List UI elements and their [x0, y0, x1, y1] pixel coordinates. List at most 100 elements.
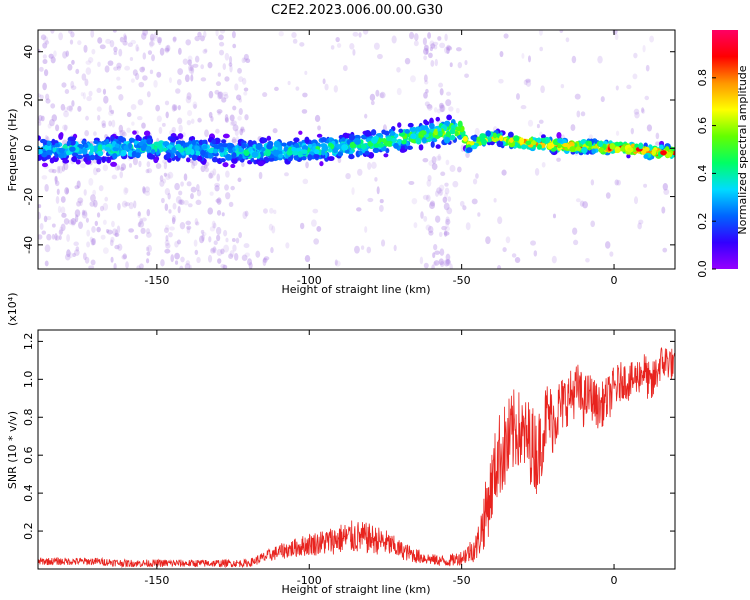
spectrogram-noise-dot	[121, 254, 127, 260]
spectrogram-noise-dot	[145, 168, 150, 174]
spectrogram-noise-dot	[197, 31, 202, 38]
spectrogram-ridge-cell	[382, 137, 387, 144]
spectrogram-noise-dot	[446, 47, 450, 54]
spectrogram-noise-dot	[423, 44, 429, 51]
spectrogram-ridge-cell	[644, 147, 650, 152]
spectrogram-noise-dot	[179, 265, 184, 269]
spectrogram-ridge-cell	[307, 154, 313, 161]
snr-y-tick-label: 0.2	[22, 522, 35, 540]
spectrogram-noise-dot	[145, 246, 150, 252]
spectrogram-ridge-cell	[320, 154, 326, 159]
spectrogram-noise-dot	[291, 31, 297, 39]
spectrogram-noise-dot	[471, 198, 478, 205]
spectrogram-ridge-cell	[383, 130, 390, 136]
spectrogram-ridge-cell	[213, 144, 220, 150]
spectrogram-noise-dot	[354, 245, 360, 254]
spectrogram-ridge-cell	[38, 154, 43, 161]
spectrogram-noise-dot	[445, 220, 450, 228]
spectrogram-noise-dot	[217, 72, 221, 77]
spectrogram-ridge-cell	[418, 144, 424, 151]
spectrogram-noise-dot	[263, 256, 270, 261]
spectrogram-noise-dot	[123, 35, 127, 43]
spectrogram-noise-dot	[81, 209, 86, 216]
spectrogram-noise-dot	[113, 51, 118, 56]
spectrogram-noise-dot	[119, 129, 126, 137]
spectrogram-noise-dot	[404, 57, 411, 65]
spectrogram-noise-dot	[111, 119, 116, 128]
spectrogram-noise-dot	[118, 129, 124, 136]
spectrogram-noise-dot	[379, 204, 384, 212]
spectrogram-noise-dot	[271, 225, 276, 234]
spectrogram-noise-dot	[177, 47, 182, 55]
spectrogram-noise-dot	[75, 246, 80, 252]
spectrogram-noise-dot	[138, 81, 145, 88]
spectrogram-noise-dot	[105, 38, 111, 44]
spectrogram-noise-dot	[179, 199, 185, 206]
spectrogram-noise-dot	[444, 46, 450, 54]
spectrogram-noise-dot	[46, 233, 52, 241]
spectrogram-noise-dot	[662, 183, 668, 191]
colorbar-label: Normalized spectral amplitude	[736, 65, 749, 234]
spectrogram-noise-dot	[45, 40, 50, 45]
spectrogram-noise-dot	[110, 109, 115, 114]
spectrogram-noise-dot	[66, 249, 71, 258]
spectrogram-noise-dot	[272, 128, 278, 134]
spectrogram-noise-dot	[211, 220, 216, 229]
spectrogram-noise-dot	[232, 124, 239, 132]
spectrogram-ridge-cell	[449, 134, 456, 141]
spectrogram-noise-dot	[163, 161, 168, 170]
spectrogram-noise-dot	[178, 124, 183, 133]
spectrogram-noise-dot	[86, 241, 91, 248]
spectrogram-ridge-cell	[96, 159, 102, 165]
spectrogram-noise-dot	[600, 96, 605, 103]
spectrogram-noise-dot	[342, 65, 348, 72]
spectrogram-noise-dot	[145, 228, 151, 235]
spectrogram-noise-dot	[220, 263, 226, 269]
spectrogram-noise-dot	[439, 261, 445, 268]
spectrogram-noise-dot	[222, 91, 229, 97]
spectrogram-noise-dot	[88, 178, 94, 186]
spectrogram-ridge-cell	[462, 135, 468, 142]
spectrogram-noise-dot	[299, 42, 305, 47]
spectrogram-noise-dot	[313, 238, 320, 245]
spectrogram-ridge-cell	[316, 133, 323, 138]
spectrogram-noise-dot	[243, 91, 248, 96]
spectrogram-noise-dot	[413, 222, 418, 229]
spectrogram-ridge-cell	[238, 153, 243, 161]
spectrogram-noise-dot	[159, 180, 165, 187]
spectrogram-ridge-cell	[372, 147, 380, 154]
spectrogram-ridge-cell	[429, 122, 435, 130]
spectrogram-ridge-cell	[51, 138, 56, 146]
spectrogram-noise-dot	[174, 260, 179, 265]
spectrogram-noise-dot	[216, 210, 222, 216]
spectrogram-noise-dot	[615, 85, 619, 91]
spectrogram-noise-dot	[302, 92, 308, 98]
spectrogram-noise-dot	[61, 82, 67, 88]
spectrogram-ridge-cell	[112, 152, 118, 160]
spectrogram-noise-dot	[128, 228, 135, 233]
spectrogram-noise-dot	[493, 197, 497, 203]
spectrogram-noise-dot	[334, 260, 341, 267]
spectrogram-noise-dot	[196, 256, 201, 264]
spectrogram-noise-dot	[422, 158, 429, 163]
spectrogram-ridge-cell	[591, 148, 596, 155]
chart-title: C2E2.2023.006.00.00.G30	[271, 3, 443, 18]
spectrogram-noise-dot	[224, 52, 230, 61]
spectrogram-ridge-cell	[143, 130, 151, 137]
spectrogram-noise-dot	[104, 196, 109, 202]
spectrogram-noise-dot	[465, 222, 471, 231]
spectrogram-noise-dot	[585, 257, 590, 263]
spectrogram-ridge-cell	[286, 141, 292, 146]
spectrogram-noise-dot	[48, 53, 54, 59]
spectrogram-ridge-cell	[69, 146, 76, 152]
spectrogram-noise-dot	[429, 201, 435, 210]
spectrogram-noise-dot	[525, 79, 532, 87]
spectrogram-noise-dot	[633, 52, 638, 59]
spectrogram-noise-dot	[71, 100, 75, 107]
spectrogram-noise-dot	[455, 107, 460, 114]
spectrogram-noise-dot	[571, 55, 577, 64]
spectrogram-noise-dot	[149, 37, 156, 42]
spectrogram-ridge-cell	[557, 138, 563, 144]
spectrogram-y-axis-label: Frequency (Hz)	[6, 109, 19, 192]
spectrogram-noise-dot	[440, 171, 446, 177]
